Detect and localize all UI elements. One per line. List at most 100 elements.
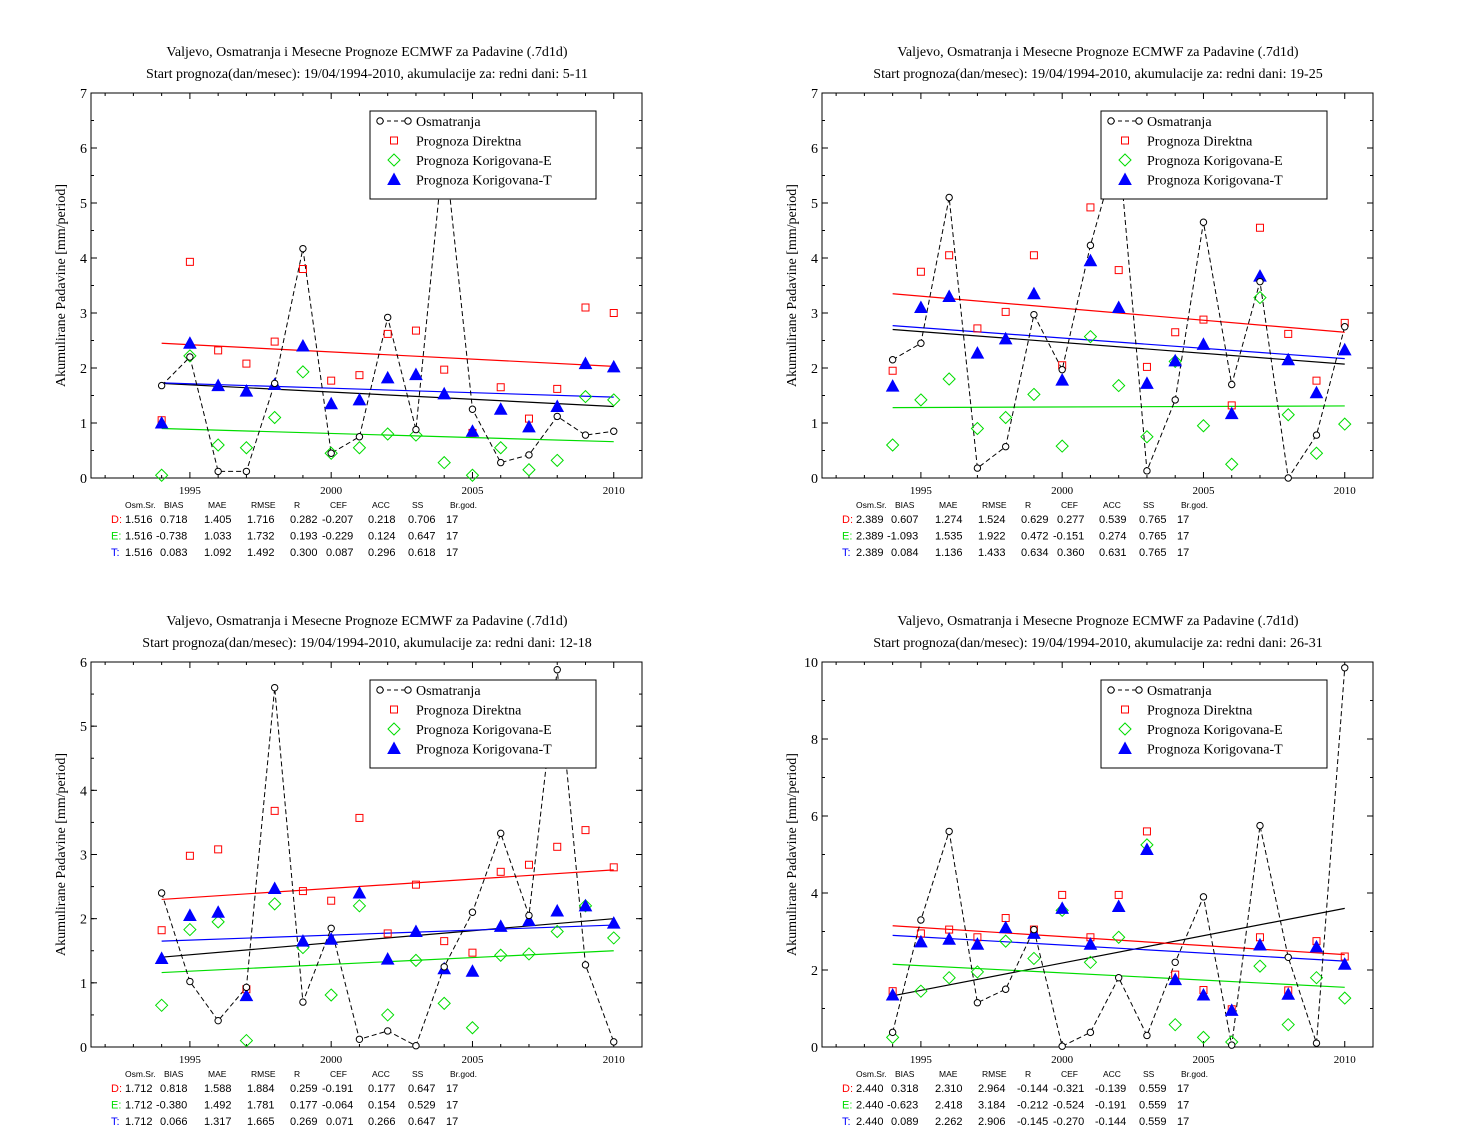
point-diamond	[211, 915, 225, 929]
point-circle-dashed	[917, 339, 925, 347]
stats-header: CEF	[330, 500, 347, 510]
point-square	[1284, 329, 1293, 338]
stats-header: Osm.Sr.	[856, 500, 887, 510]
point-triangle	[1168, 353, 1183, 367]
stats-value: 1.535	[935, 531, 963, 543]
point-diamond	[183, 349, 197, 363]
point-triangle	[1055, 901, 1070, 914]
point-diamond	[1253, 959, 1267, 973]
point-triangle	[183, 908, 197, 921]
point-diamond	[1140, 430, 1154, 444]
trend-line-green	[161, 427, 614, 443]
point-triangle	[1337, 342, 1352, 356]
point-square	[553, 384, 562, 393]
legend-marker	[387, 722, 401, 736]
point-circle-dashed	[497, 458, 505, 467]
point-circle-dashed	[1086, 241, 1095, 250]
point-triangle	[1083, 253, 1098, 267]
point-square	[1199, 315, 1208, 324]
point-circle-dashed	[553, 412, 561, 421]
point-triangle	[1281, 987, 1296, 1000]
legend-label: Prognoza Korigovana-E	[1147, 723, 1283, 738]
stats-header: BIAS	[164, 1069, 184, 1079]
trend-line-blue	[161, 382, 614, 398]
stats-value: 1.433	[978, 547, 1006, 559]
point-square	[411, 326, 420, 335]
trend-line-red	[161, 342, 614, 367]
stats-value: 0.607	[891, 514, 919, 526]
stats-value: 2.964	[978, 1083, 1006, 1095]
point-square	[383, 329, 392, 338]
legend: Osmatranja Prognoza Direktna Prognoza Kori…	[369, 110, 597, 200]
stats-header: Osm.Sr.	[856, 1069, 887, 1079]
point-diamond	[522, 463, 536, 477]
point-triangle	[1055, 373, 1070, 386]
stats-value: 17	[446, 547, 458, 559]
stats-value: 1.317	[204, 1116, 232, 1128]
stats-header: Br.god.	[450, 500, 477, 510]
legend-label: Prognoza Korigovana-T	[416, 743, 552, 758]
point-diamond	[239, 441, 254, 455]
point-square	[609, 309, 618, 317]
y-tick-label: 4	[811, 252, 818, 267]
point-triangle	[914, 300, 928, 313]
trend-line-red	[892, 925, 1345, 956]
point-circle-dashed	[468, 405, 477, 413]
legend-label: Osmatranja	[1147, 115, 1212, 130]
stats-value: 1.712	[125, 1116, 153, 1128]
point-triangle	[550, 399, 565, 412]
point-diamond	[154, 468, 169, 482]
point-circle-dashed	[1199, 218, 1208, 226]
legend-label: Prognoza Korigovana-T	[416, 174, 552, 189]
point-diamond	[380, 427, 395, 441]
trend-line-black	[161, 382, 614, 408]
point-triangle	[239, 988, 254, 1002]
stats-value: -0.064	[322, 1100, 353, 1112]
trend-line-blue	[161, 924, 614, 942]
point-circle-dashed	[1143, 467, 1151, 475]
trend-line-black	[161, 918, 614, 958]
point-triangle	[522, 913, 536, 927]
point-circle-dashed	[497, 829, 505, 838]
point-triangle	[1111, 899, 1126, 912]
point-triangle	[1111, 300, 1126, 313]
point-diamond	[914, 984, 928, 998]
y-tick-label: 7	[811, 87, 818, 102]
stats-value: 0.177	[368, 1083, 396, 1095]
stats-row-label: T:	[842, 1116, 851, 1128]
point-square	[1029, 251, 1038, 260]
point-square	[214, 845, 223, 854]
point-diamond	[494, 441, 508, 455]
point-triangle	[409, 924, 423, 937]
point-triangle	[437, 386, 452, 400]
stats-value: 1.712	[125, 1083, 153, 1095]
point-circle-dashed	[973, 464, 982, 472]
stats-value: 1.781	[247, 1100, 275, 1112]
point-circle-dashed	[1312, 1039, 1321, 1047]
point-triangle	[493, 919, 508, 932]
point-square	[916, 267, 925, 276]
stats-value: 2.440	[856, 1100, 884, 1112]
point-triangle	[1309, 385, 1324, 399]
legend-marker	[387, 741, 401, 754]
point-diamond	[1111, 930, 1126, 944]
point-circle-dashed	[945, 827, 953, 836]
point-diamond	[970, 965, 985, 979]
stats-value: 17	[1177, 1100, 1189, 1112]
point-circle-dashed	[1228, 1041, 1236, 1049]
point-circle-dashed	[1312, 431, 1321, 439]
point-diamond	[267, 410, 282, 425]
stats-value: 3.184	[978, 1100, 1006, 1112]
stats-header: ACC	[1103, 500, 1121, 510]
stats-header: R	[1025, 1069, 1031, 1079]
point-circle-dashed	[1284, 474, 1292, 482]
x-tick-label: 2000	[1051, 485, 1074, 497]
chart-subtitle: Start prognoza(dan/mesec): 19/04/1994-20…	[142, 636, 591, 651]
y-tick-label: 2	[811, 964, 818, 979]
trend-line-black	[892, 328, 1345, 365]
point-square	[327, 376, 336, 385]
stats-value: 1.712	[125, 1100, 153, 1112]
point-square	[157, 926, 166, 935]
point-circle-dashed	[1228, 380, 1236, 389]
stats-header: SS	[1143, 1069, 1155, 1079]
